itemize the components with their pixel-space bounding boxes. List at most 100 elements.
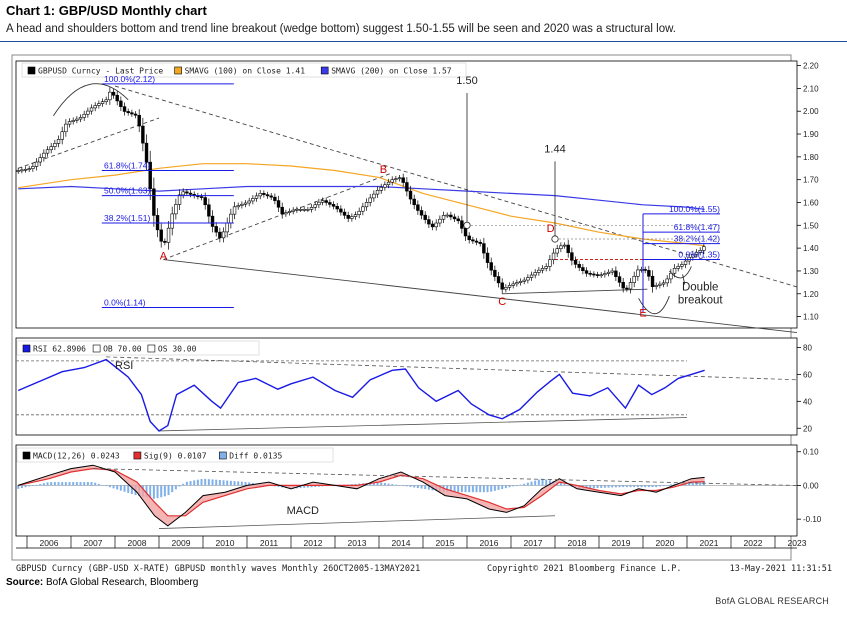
candle-body xyxy=(45,149,50,154)
candle-body xyxy=(295,209,299,211)
candle-body xyxy=(401,177,405,183)
macd-hist-bar xyxy=(688,482,691,486)
candle-body xyxy=(148,161,152,190)
candle-body xyxy=(647,270,651,277)
x-tick-label: 2007 xyxy=(84,538,103,548)
candle-body xyxy=(353,214,358,217)
candle-body xyxy=(170,213,174,229)
macd-hist-bar xyxy=(691,481,694,486)
macd-hist-bar xyxy=(35,484,38,486)
candle-body xyxy=(89,107,94,112)
candle-body xyxy=(243,202,248,205)
x-tick-label: 2014 xyxy=(392,538,411,548)
macd-hist-bar xyxy=(53,482,56,486)
candle-body xyxy=(320,200,325,203)
candle-body xyxy=(335,205,339,210)
candle-body xyxy=(280,206,284,215)
macd-hist-bar xyxy=(68,482,71,486)
candle-body xyxy=(71,120,75,122)
macd-hist-bar xyxy=(101,484,104,486)
x-tick-label: 2018 xyxy=(568,538,587,548)
candle-body xyxy=(104,99,108,102)
macd-hist-bar xyxy=(207,479,210,486)
fib-label-left: 100.0%(2.12) xyxy=(104,74,155,84)
candle-body xyxy=(383,184,387,188)
x-tick-label: 2012 xyxy=(304,538,323,548)
y-tick-label: 80 xyxy=(803,343,812,352)
candle-body xyxy=(489,262,493,271)
candle-body xyxy=(306,209,310,211)
macd-hist-bar xyxy=(548,480,551,486)
macd-hist-bar xyxy=(662,485,665,487)
macd-hist-bar xyxy=(695,481,698,486)
source-label: Source: xyxy=(6,577,44,588)
macd-hist-bar xyxy=(420,485,423,489)
candle-body xyxy=(218,231,222,239)
macd-hist-bar xyxy=(501,485,504,490)
y-tick-label: 1.30 xyxy=(803,267,819,276)
candle-body xyxy=(570,252,574,261)
candle-body xyxy=(185,191,189,194)
rsi-label: RSI xyxy=(115,360,133,372)
candle-body xyxy=(42,152,46,158)
y-tick-label: 1.90 xyxy=(803,130,819,139)
legend-swatch xyxy=(27,66,36,75)
macd-hist-bar xyxy=(416,485,419,489)
candle-body xyxy=(20,169,24,172)
macd-hist-bar xyxy=(497,485,500,490)
candle-body xyxy=(49,146,53,151)
candle-body xyxy=(137,114,141,127)
macd-hist-bar xyxy=(17,485,20,489)
candle-body xyxy=(676,266,680,269)
callout-marker xyxy=(551,235,559,243)
legend-label: Diff 0.0135 xyxy=(229,452,282,461)
candle-body xyxy=(181,191,185,196)
x-tick-label: 2015 xyxy=(436,538,455,548)
candle-body xyxy=(342,211,347,216)
candle-body xyxy=(350,216,354,219)
candle-body xyxy=(416,204,420,211)
candle-body xyxy=(331,204,336,207)
candle-body xyxy=(34,161,39,167)
candle-body xyxy=(592,273,596,276)
candle-body xyxy=(628,282,633,290)
candle-body xyxy=(405,182,409,192)
macd-hist-bar xyxy=(398,485,401,486)
legend-label: GBPUSD Curncy - Last Price xyxy=(38,67,163,76)
macd-hist-bar xyxy=(211,479,214,486)
sma200-line xyxy=(18,185,705,210)
annotation-pointer xyxy=(682,274,686,285)
candle-body xyxy=(522,279,526,282)
macd-hist-bar xyxy=(171,485,174,493)
macd-hist-bar xyxy=(64,482,67,486)
candle-body xyxy=(680,264,684,267)
macd-hist-bar xyxy=(424,485,427,490)
candle-body xyxy=(229,213,233,224)
callout-label: 1.50 xyxy=(456,75,477,87)
macd-hist-bar xyxy=(449,485,452,493)
candle-body xyxy=(141,125,145,144)
legend-label: OB 70.00 xyxy=(103,345,142,354)
legend-label: RSI 62.8906 xyxy=(33,345,86,354)
macd-hist-bar xyxy=(651,485,654,488)
x-tick-label: 2020 xyxy=(656,538,675,548)
candle-body xyxy=(441,215,446,220)
candle-body xyxy=(361,206,365,212)
candle-body xyxy=(427,219,431,225)
macd-hist-bar xyxy=(629,485,632,488)
candle-body xyxy=(276,200,281,208)
footer-timestamp: 13-May-2021 11:31:51 xyxy=(730,564,832,574)
macd-hist-bar xyxy=(394,484,397,486)
candle-body xyxy=(496,276,501,284)
macd-hist-bar xyxy=(72,482,75,486)
macd-hist-bar xyxy=(526,482,529,486)
candle-body xyxy=(115,94,119,102)
macd-hist-bar xyxy=(130,485,133,494)
candle-body xyxy=(210,215,215,227)
candle-body xyxy=(471,239,475,242)
x-tick-label: 2013 xyxy=(348,538,367,548)
macd-hist-bar xyxy=(453,485,456,493)
candle-body xyxy=(375,190,380,195)
candle-body xyxy=(126,111,130,114)
macd-hist-bar xyxy=(493,485,496,491)
